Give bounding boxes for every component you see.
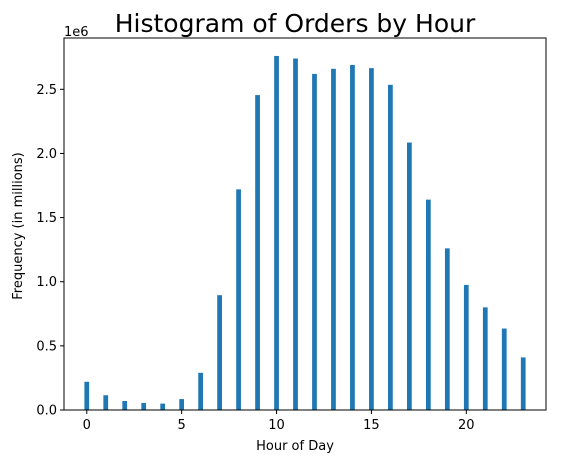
- bar-hour-21: [482, 307, 488, 410]
- y-tick-label-0.5: 0.5: [36, 339, 57, 354]
- y-tick-label-1.5: 1.5: [36, 211, 57, 226]
- bar-hour-12: [312, 73, 317, 411]
- bar-hour-20: [463, 284, 469, 410]
- bars-group: [84, 55, 526, 411]
- y-tick-label-2.5: 2.5: [36, 83, 57, 98]
- bar-hour-6: [198, 372, 203, 410]
- y-tick-label-2.0: 2.0: [36, 147, 57, 162]
- bar-hour-8: [236, 189, 241, 410]
- bar-hour-11: [293, 58, 298, 411]
- bar-hour-22: [501, 328, 507, 410]
- plot-frame: [63, 37, 547, 411]
- bar-hour-7: [217, 295, 222, 410]
- bar-hour-14: [350, 64, 355, 410]
- y-axis-label: Frequency (in millions): [11, 152, 26, 300]
- bar-hour-0: [84, 381, 90, 410]
- bar-hour-9: [255, 95, 260, 410]
- bar-hour-16: [388, 84, 393, 410]
- bar-hour-18: [425, 199, 431, 410]
- bar-hour-3: [141, 402, 147, 410]
- x-tick-label-10: 10: [268, 418, 285, 433]
- bar-hour-4: [160, 403, 166, 410]
- x-tick-label-0: 0: [83, 418, 91, 433]
- chart-title: Histogram of Orders by Hour: [115, 9, 476, 38]
- bar-hour-2: [122, 401, 128, 410]
- bar-hour-5: [179, 399, 185, 410]
- bar-hour-15: [369, 68, 374, 410]
- bar-hour-13: [331, 68, 336, 410]
- y-axis-offset-label: 1e6: [64, 25, 89, 40]
- bar-hour-10: [274, 55, 279, 411]
- bar-hour-23: [520, 357, 526, 410]
- x-ticks-group: 0 5 10 15 20: [83, 410, 475, 433]
- axes-group: [63, 37, 547, 411]
- x-axis-label: Hour of Day: [256, 439, 334, 454]
- bar-hour-17: [407, 142, 412, 411]
- y-ticks-group: 0.0 0.5 1.0 1.5 2.0 2.5: [36, 83, 64, 419]
- bar-hour-19: [444, 248, 450, 410]
- x-tick-label-20: 20: [458, 418, 475, 433]
- bar-hour-1: [103, 395, 109, 410]
- x-tick-label-5: 5: [178, 418, 186, 433]
- y-tick-label-0.0: 0.0: [36, 404, 57, 419]
- x-tick-label-15: 15: [363, 418, 380, 433]
- y-tick-label-1.0: 1.0: [36, 275, 57, 290]
